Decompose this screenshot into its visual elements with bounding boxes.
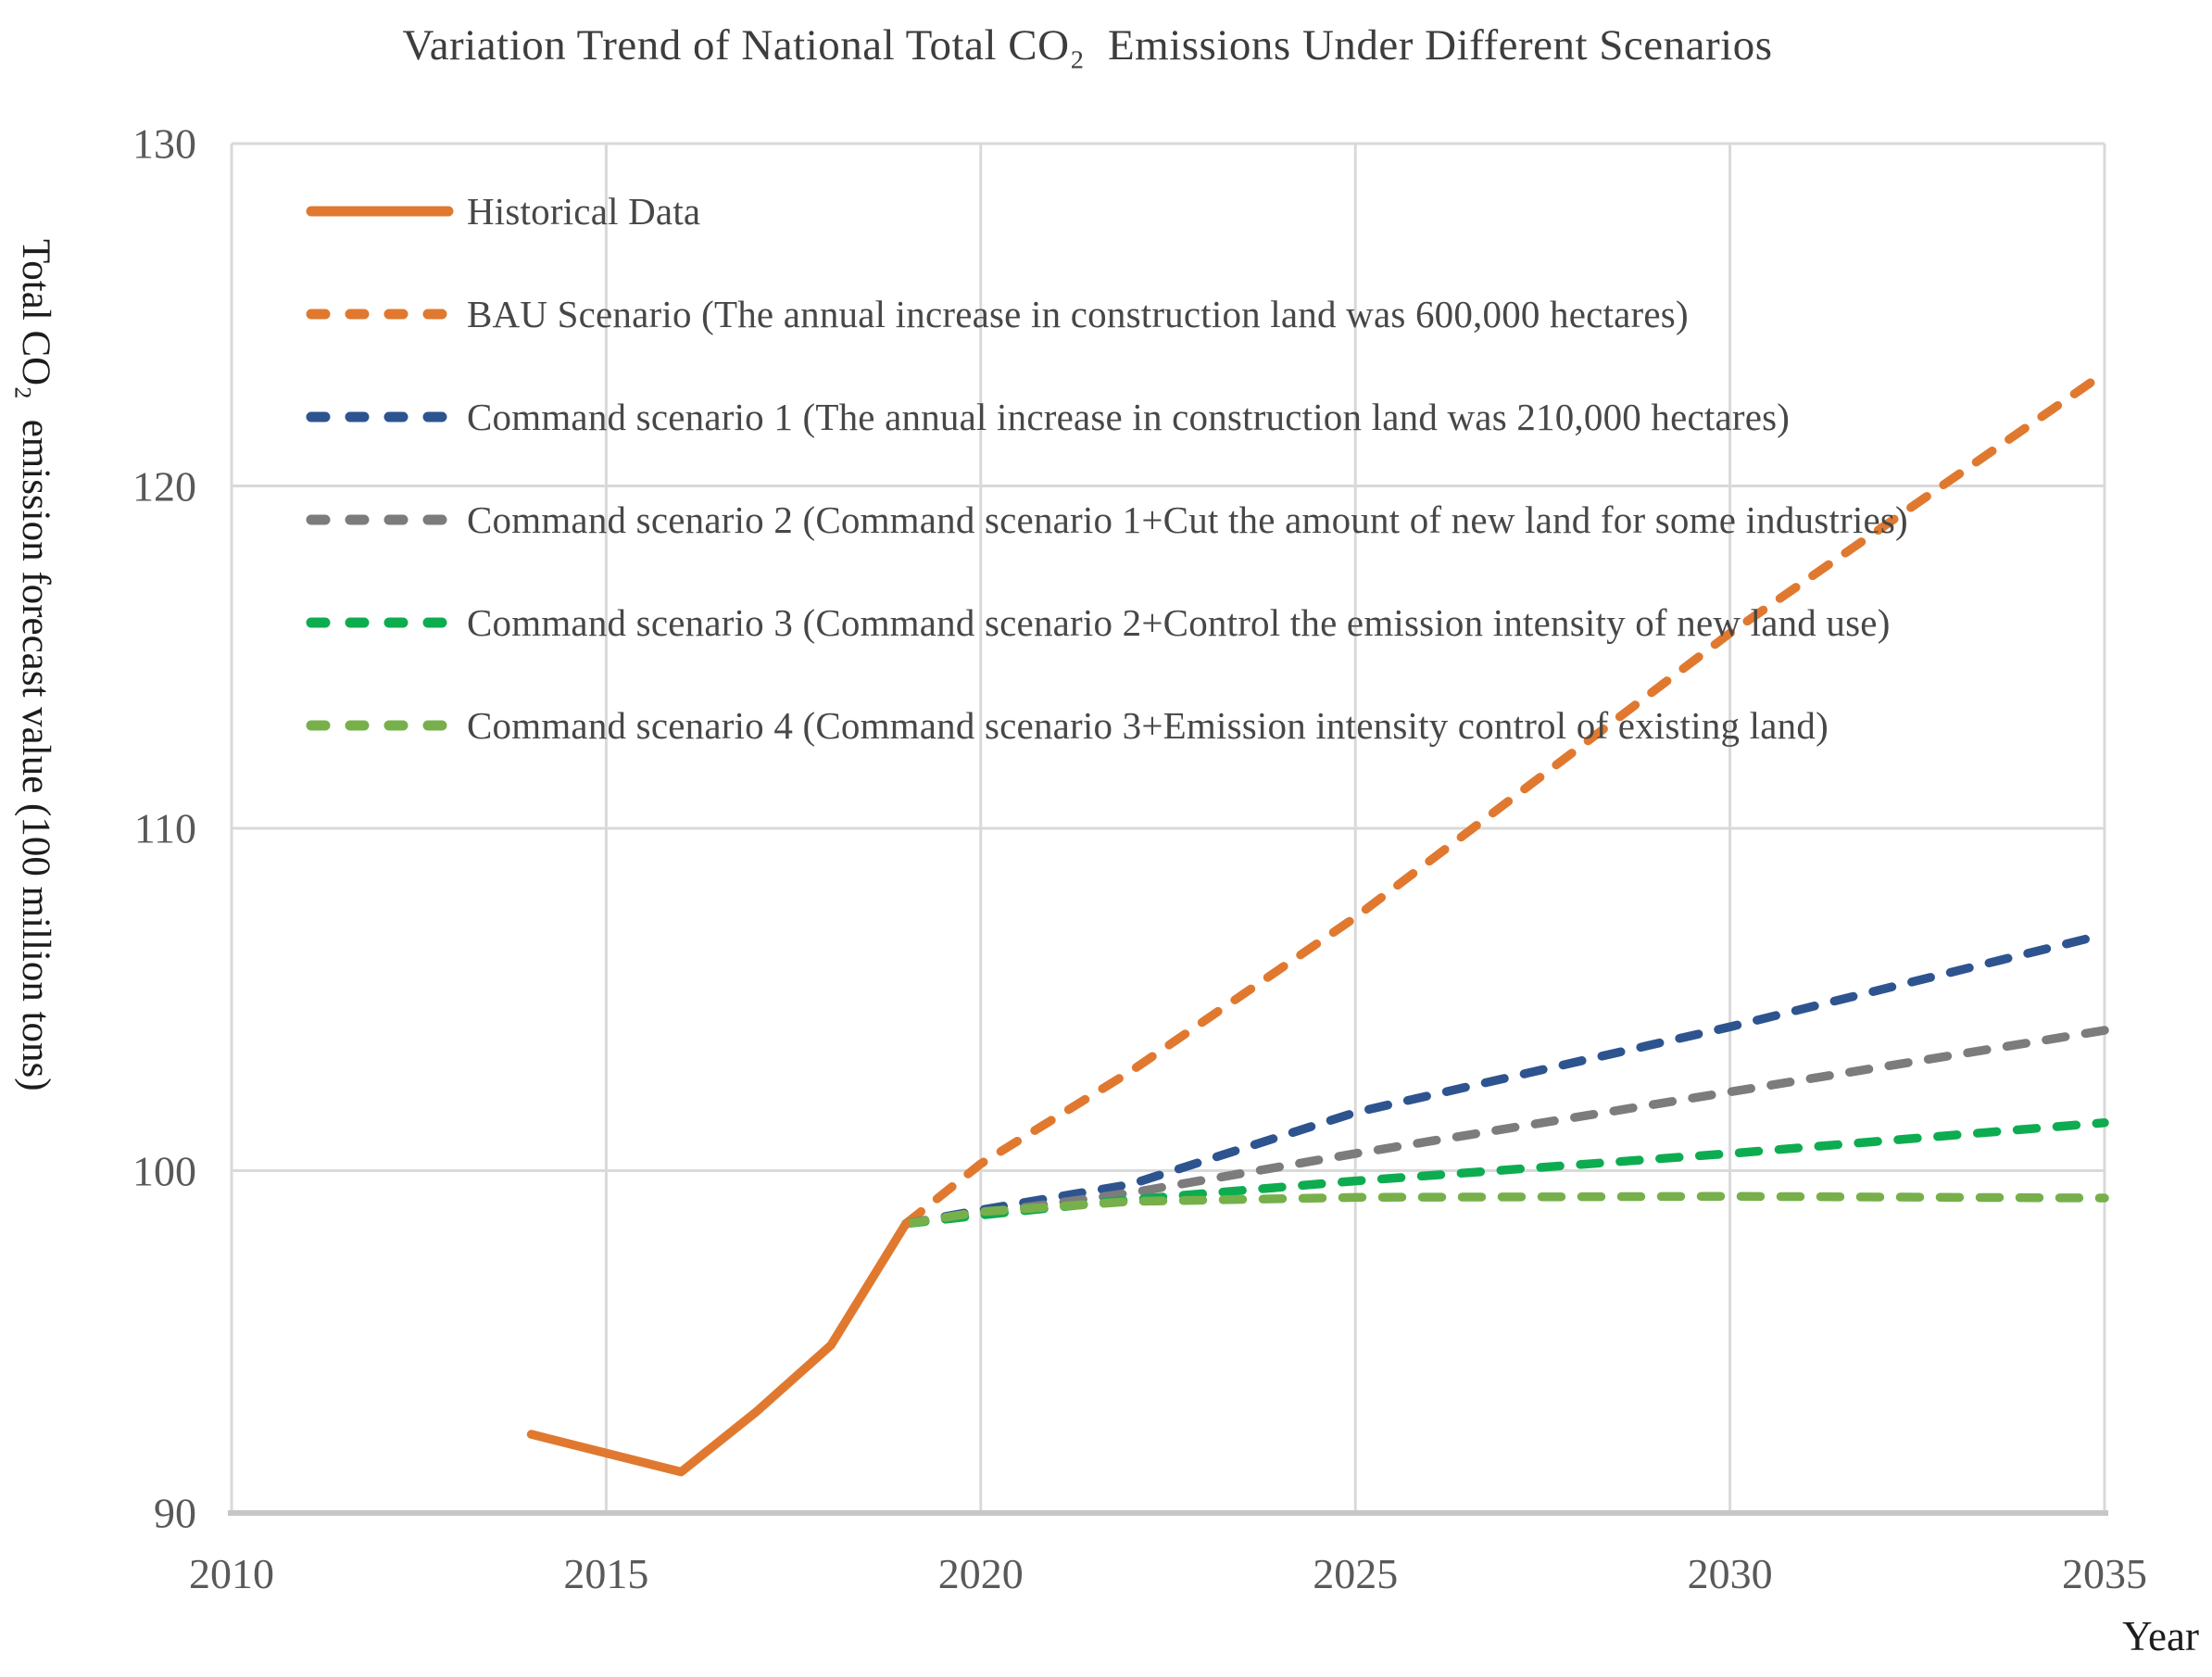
x-axis-title: Year <box>2122 1613 2199 1659</box>
legend-sample-command-4-dashed-line <box>306 720 454 731</box>
legend-item-bau: BAU Scenario (The annual increase in con… <box>306 292 1689 336</box>
legend-sample-bau-dashed-line <box>306 309 454 320</box>
legend-label-historical: Historical Data <box>467 190 701 233</box>
legend-sample-command-2-dashed-line <box>306 514 454 525</box>
y-tick-label: 120 <box>132 462 196 510</box>
x-tick-label: 2030 <box>1687 1550 1773 1597</box>
legend-label-command-1: Command scenario 1 (The annual increase … <box>467 396 1791 438</box>
legend-label-bau: BAU Scenario (The annual increase in con… <box>467 293 1689 335</box>
legend-sample-command-3-dashed-line <box>306 617 454 628</box>
x-tick-label: 2020 <box>937 1550 1024 1597</box>
legend-sample-command-1-dashed-line <box>306 411 454 422</box>
series-bau-line <box>901 368 2109 1229</box>
legend-item-command-3: Command scenario 3 (Command scenario 2+C… <box>306 600 1891 645</box>
legend-item-historical: Historical Data <box>306 189 700 233</box>
legend-sample-historical-solid-line <box>306 206 454 217</box>
series-command-1-line <box>901 929 2109 1229</box>
y-tick-label: 110 <box>133 804 196 852</box>
legend-item-command-2: Command scenario 2 (Command scenario 1+C… <box>306 498 1908 542</box>
series-historical-line <box>526 1219 911 1477</box>
y-axis-title: Total CO₂ emission forecast value (100 m… <box>14 239 57 1091</box>
chart-title: Variation Trend of National Total CO₂ Em… <box>402 21 1773 69</box>
y-tick-label: 90 <box>154 1489 196 1537</box>
x-tick-label: 2015 <box>563 1550 649 1597</box>
legend-label-command-4: Command scenario 4 (Command scenario 3+E… <box>467 704 1829 747</box>
legend-label-command-2: Command scenario 2 (Command scenario 1+C… <box>467 498 1908 541</box>
legend-label-command-3: Command scenario 3 (Command scenario 2+C… <box>467 601 1891 644</box>
series-command-3-line <box>901 1118 2109 1229</box>
x-tick-label: 2035 <box>2062 1550 2147 1597</box>
legend-item-command-4: Command scenario 4 (Command scenario 3+E… <box>306 703 1829 748</box>
x-tick-label: 2010 <box>189 1550 274 1597</box>
legend-item-command-1: Command scenario 1 (The annual increase … <box>306 395 1790 439</box>
y-tick-label: 100 <box>132 1147 196 1194</box>
series-command-4-line <box>901 1192 2109 1229</box>
y-tick-label: 130 <box>132 120 196 168</box>
gridlines <box>230 142 2106 1513</box>
x-tick-label: 2025 <box>1313 1550 1399 1597</box>
